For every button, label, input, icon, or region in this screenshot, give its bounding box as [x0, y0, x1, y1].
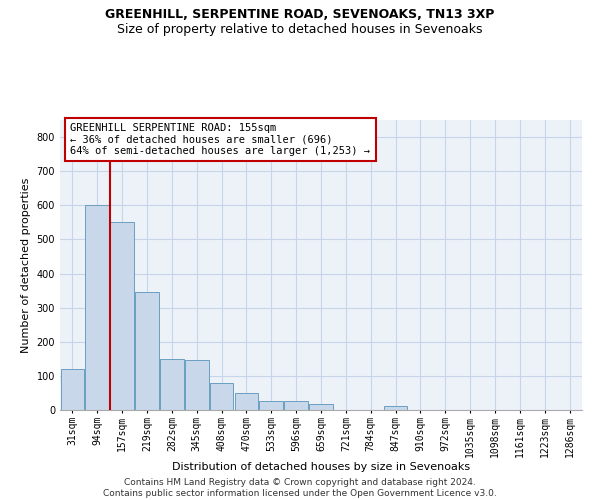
Bar	[235, 393, 258, 410]
Bar	[61, 369, 84, 410]
Bar	[384, 406, 407, 410]
Bar	[259, 402, 283, 410]
Bar	[85, 206, 109, 410]
Bar	[160, 359, 184, 410]
Text: Contains HM Land Registry data © Crown copyright and database right 2024.
Contai: Contains HM Land Registry data © Crown c…	[103, 478, 497, 498]
Bar	[210, 382, 233, 410]
Bar	[185, 360, 209, 410]
Text: GREENHILL SERPENTINE ROAD: 155sqm
← 36% of detached houses are smaller (696)
64%: GREENHILL SERPENTINE ROAD: 155sqm ← 36% …	[70, 123, 370, 156]
Y-axis label: Number of detached properties: Number of detached properties	[21, 178, 31, 352]
Bar	[284, 402, 308, 410]
X-axis label: Distribution of detached houses by size in Sevenoaks: Distribution of detached houses by size …	[172, 462, 470, 472]
Bar	[110, 222, 134, 410]
Bar	[135, 292, 159, 410]
Bar	[309, 404, 333, 410]
Text: Size of property relative to detached houses in Sevenoaks: Size of property relative to detached ho…	[117, 22, 483, 36]
Text: GREENHILL, SERPENTINE ROAD, SEVENOAKS, TN13 3XP: GREENHILL, SERPENTINE ROAD, SEVENOAKS, T…	[106, 8, 494, 20]
